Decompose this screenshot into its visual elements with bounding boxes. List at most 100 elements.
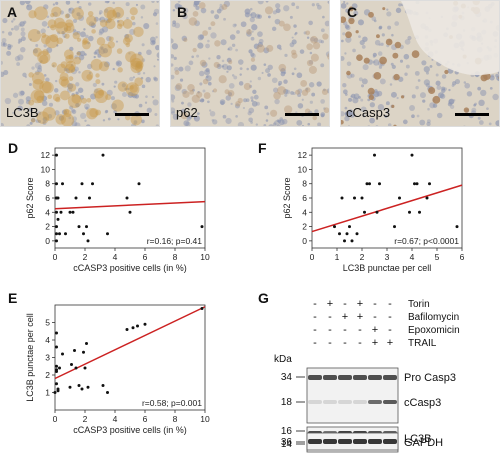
data-point (73, 349, 76, 352)
nucleus (56, 44, 59, 47)
nucleus (141, 84, 146, 89)
nucleus (99, 28, 105, 34)
tissue-texture (341, 1, 499, 126)
scale-bar (455, 113, 489, 116)
stain-spot (95, 79, 101, 85)
nucleus (489, 86, 493, 90)
nucleus (193, 116, 196, 120)
nucleus (90, 93, 97, 100)
stain-spot (323, 107, 329, 114)
y-tick-label: 12 (298, 150, 308, 160)
stain-spot (243, 82, 251, 91)
stain-spot (124, 33, 133, 43)
nucleus (327, 1, 329, 4)
x-axis-label: LC3B punctae per cell (343, 263, 432, 273)
nucleus (306, 36, 310, 40)
stain-spot (463, 107, 470, 113)
nucleus (151, 95, 155, 99)
stain-spot (368, 11, 374, 18)
stain-spot (305, 87, 311, 93)
nucleus (231, 74, 235, 77)
nucleus (273, 87, 279, 93)
data-point (455, 225, 459, 229)
stain-spot (213, 61, 220, 68)
treatment-sign: - (313, 298, 317, 310)
band-gapdh (383, 439, 397, 444)
treatment-sign: - (388, 324, 392, 336)
stain-spot (49, 33, 59, 43)
stain-spot (355, 30, 359, 34)
treatment-sign: - (373, 298, 377, 310)
stain-spot (58, 76, 69, 87)
nucleus (373, 91, 380, 98)
nucleus (407, 35, 412, 41)
nucleus (250, 96, 254, 100)
stain-spot (129, 84, 138, 93)
stain-spot (50, 24, 56, 31)
nucleus (348, 97, 353, 102)
nucleus (251, 100, 258, 107)
nucleus (35, 119, 40, 123)
nucleus (320, 113, 325, 118)
x-tick-label: 8 (173, 252, 178, 262)
x-tick-label: 5 (435, 252, 440, 262)
stain-spot (98, 61, 110, 72)
data-point (55, 210, 58, 214)
y-axis-label: LC3B punctae per cell (25, 313, 35, 402)
kda-label: kDa (274, 354, 292, 365)
treatment-sign: - (373, 311, 377, 323)
nucleus (234, 23, 237, 27)
stain-spot (212, 88, 218, 93)
data-point (375, 210, 379, 214)
nucleus (223, 1, 231, 7)
stain-spot (327, 53, 329, 60)
data-point (82, 350, 85, 354)
nucleus (135, 3, 139, 7)
nucleus (268, 124, 274, 126)
nucleus (79, 95, 85, 100)
treatment-sign: - (358, 337, 362, 349)
nucleus (495, 120, 499, 126)
nucleus (242, 106, 246, 110)
stain-spot (33, 6, 48, 21)
nucleus (283, 71, 287, 75)
stain-spot (39, 54, 49, 65)
nucleus (112, 1, 116, 5)
data-point (64, 232, 67, 236)
nucleus (343, 1, 346, 4)
nucleus (223, 17, 226, 21)
regression-line (54, 200, 206, 210)
nucleus (308, 82, 315, 88)
band-gapdh (338, 439, 352, 444)
micrograph-label: cCasp3 (346, 105, 391, 120)
nucleus (65, 13, 71, 18)
stain-spot (86, 73, 93, 80)
data-point (55, 345, 58, 349)
nucleus (20, 46, 26, 53)
nucleus (246, 31, 252, 37)
stain-spot (42, 107, 57, 121)
data-point (55, 382, 58, 386)
y-tick-label: 4 (45, 335, 50, 345)
nucleus (267, 64, 273, 70)
nucleus (71, 108, 75, 113)
stain-spot (130, 60, 143, 74)
nucleus (448, 98, 455, 105)
nucleus (72, 30, 79, 36)
nucleus (88, 71, 92, 75)
nucleus (261, 71, 264, 75)
data-point (101, 384, 105, 387)
nucleus (171, 54, 175, 59)
nucleus (291, 72, 295, 76)
nucleus (115, 40, 119, 43)
nucleus (301, 98, 304, 101)
stain-spot (33, 90, 45, 101)
nucleus (70, 69, 73, 72)
data-point (80, 387, 84, 391)
stain-spot (125, 82, 140, 97)
stain-spot (379, 56, 387, 65)
x-tick-label: 4 (113, 414, 118, 424)
nucleus (257, 31, 263, 38)
nucleus (253, 43, 260, 50)
nucleus (294, 33, 297, 36)
